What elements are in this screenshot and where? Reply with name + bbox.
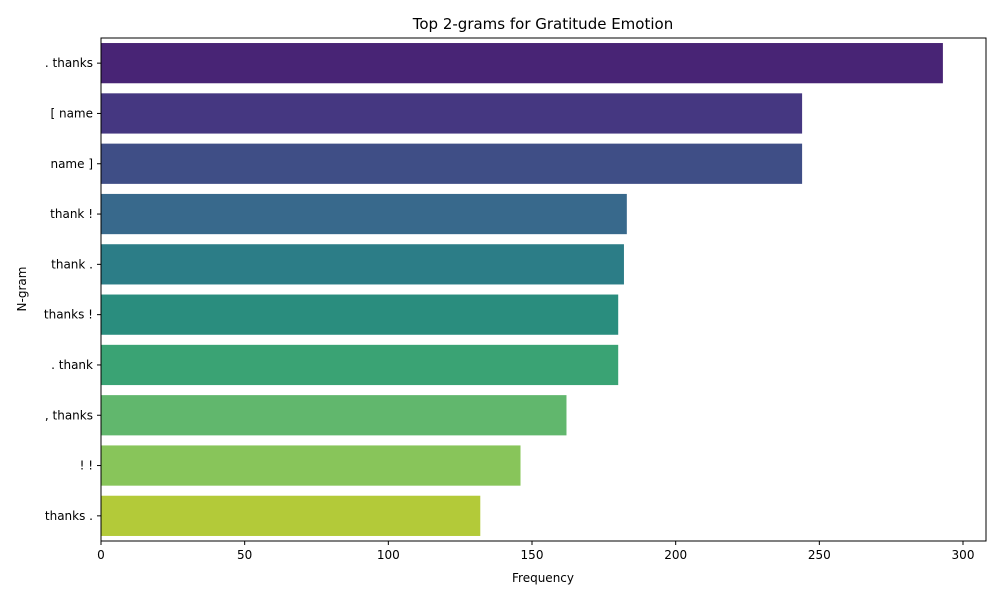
y-tick-layer: . thanks [ name name ] thank ! thank . thanks…	[44, 56, 101, 523]
bar	[101, 93, 803, 134]
y-tick-label: thank .	[51, 257, 93, 271]
y-tick-label: . thanks	[45, 56, 93, 70]
x-tick-label: 0	[97, 548, 105, 562]
y-tick-label: , thanks	[45, 408, 93, 422]
x-tick-label: 150	[521, 548, 544, 562]
x-tick-layer: 0 50 100 150 200 250 300	[97, 541, 974, 562]
x-tick-label: 300	[952, 548, 975, 562]
bar	[101, 344, 619, 386]
bar	[101, 495, 481, 536]
y-tick-label: name ]	[50, 157, 93, 171]
bar	[101, 43, 943, 84]
bar	[101, 244, 624, 285]
chart-title: Top 2-grams for Gratitude Emotion	[412, 15, 673, 33]
y-tick-label: ! !	[80, 459, 93, 473]
bar	[101, 294, 619, 335]
bar	[101, 193, 627, 235]
x-tick-label: 50	[237, 548, 252, 562]
x-tick-label: 100	[377, 548, 400, 562]
x-axis-label: Frequency	[512, 571, 574, 585]
plot-frame	[100, 37, 987, 542]
y-axis-label: N-gram	[15, 267, 29, 312]
bar	[101, 143, 803, 184]
bar	[101, 445, 521, 486]
bars-layer	[101, 43, 943, 536]
y-tick-label: thank !	[50, 207, 93, 221]
y-tick-label: thanks .	[45, 509, 93, 523]
x-tick-label: 200	[664, 548, 687, 562]
x-tick-label: 250	[808, 548, 831, 562]
y-tick-label: . thank	[51, 358, 93, 372]
bar	[101, 395, 567, 436]
y-tick-label: thanks !	[44, 308, 93, 322]
y-tick-label: [ name	[50, 106, 93, 120]
